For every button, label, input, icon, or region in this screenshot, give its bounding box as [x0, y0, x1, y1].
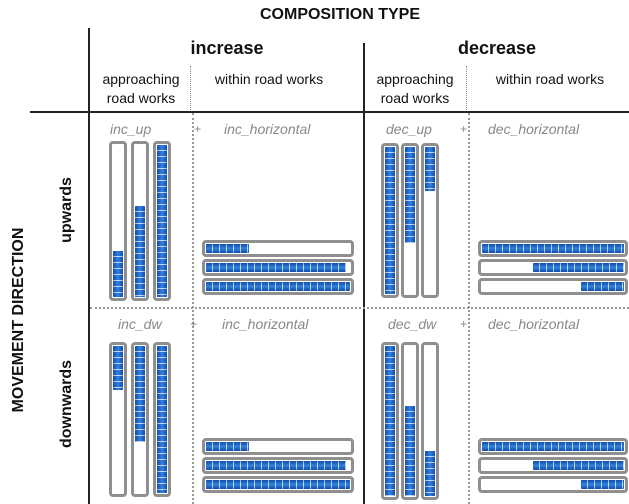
grid-line-vertical-left — [88, 28, 90, 504]
sub-header-dec-within: within road works — [495, 71, 605, 87]
bar-fill — [206, 244, 249, 253]
bar-fill — [206, 461, 346, 470]
sub-header-dec-approaching: approaching road works — [376, 71, 454, 106]
bar-fill — [425, 451, 435, 496]
horizontal-bar — [478, 476, 628, 493]
bar-fill — [206, 480, 350, 489]
horizontal-bar — [202, 438, 354, 455]
bar-fill — [405, 147, 415, 243]
bar-fill — [425, 147, 435, 191]
subheader-divider-inc — [190, 66, 191, 110]
bar-fill — [157, 145, 167, 297]
plus-sign: + — [194, 122, 202, 136]
bar-fill — [482, 442, 624, 451]
row-label-upwards: upwards — [58, 177, 75, 243]
movement-direction-label: MOVEMENT DIRECTION — [10, 227, 27, 413]
vertical-bar — [153, 342, 171, 497]
vertical-bar — [421, 143, 439, 298]
horizontal-bar — [202, 259, 354, 276]
plus-sign: + — [460, 122, 468, 136]
sub-header-inc-within: within road works — [214, 71, 324, 87]
caption-inc-horizontal: inc_horizontal — [222, 316, 309, 332]
vertical-bar — [109, 141, 127, 301]
caption-inc-horizontal: inc_horizontal — [224, 121, 311, 137]
horizontal-bar — [202, 476, 354, 493]
plus-sign: + — [460, 317, 468, 331]
bar-fill — [405, 406, 415, 496]
subheader-divider-dec — [466, 66, 467, 110]
horizontal-bar — [202, 278, 354, 295]
grid-line-horizontal-header — [30, 111, 629, 113]
caption-inc-dw: inc_dw — [118, 316, 162, 332]
bar-fill — [385, 346, 395, 496]
bar-fill — [113, 251, 123, 297]
bar-fill — [533, 461, 624, 470]
horizontal-bar — [478, 259, 628, 276]
composition-type-title: COMPOSITION TYPE — [259, 6, 420, 23]
bar-fill — [385, 147, 395, 294]
bar-fill — [482, 244, 624, 253]
horizontal-bar — [478, 438, 628, 455]
horizontal-bar — [478, 457, 628, 474]
vertical-bar — [109, 342, 127, 497]
caption-dec-horizontal: dec_horizontal — [488, 121, 580, 137]
group-decrease-label: decrease — [457, 38, 537, 58]
caption-inc-up: inc_up — [110, 121, 152, 137]
row-divider — [90, 307, 629, 309]
row-label-downwards: downwards — [58, 360, 75, 449]
bar-fill — [581, 480, 624, 489]
bar-fill — [206, 282, 350, 291]
horizontal-bar — [202, 240, 354, 257]
caption-dec-horizontal: dec_horizontal — [488, 316, 580, 332]
bar-fill — [206, 442, 249, 451]
vertical-bar — [381, 342, 399, 500]
horizontal-bar — [478, 240, 628, 257]
bar-fill — [135, 206, 145, 297]
bar-fill — [533, 263, 624, 272]
horizontal-bar — [478, 278, 628, 295]
plus-sign: + — [190, 317, 198, 331]
vertical-bar — [131, 141, 149, 301]
bar-fill — [135, 346, 145, 442]
sub-header-inc-approaching: approaching road works — [102, 71, 180, 106]
caption-dec-dw: dec_dw — [388, 316, 437, 332]
vertical-bar — [131, 342, 149, 497]
horizontal-bar — [202, 457, 354, 474]
grid-line-vertical-middle — [363, 43, 365, 504]
vertical-bar — [381, 143, 399, 298]
group-increase-label: increase — [190, 38, 264, 58]
bar-fill — [113, 346, 123, 390]
bar-fill — [581, 282, 624, 291]
vertical-bar — [153, 141, 171, 301]
vertical-bar — [401, 143, 419, 298]
caption-dec-up: dec_up — [386, 121, 432, 137]
vertical-bar — [421, 342, 439, 500]
bar-fill — [157, 346, 167, 493]
vertical-bar — [401, 342, 419, 500]
bar-fill — [206, 263, 346, 272]
